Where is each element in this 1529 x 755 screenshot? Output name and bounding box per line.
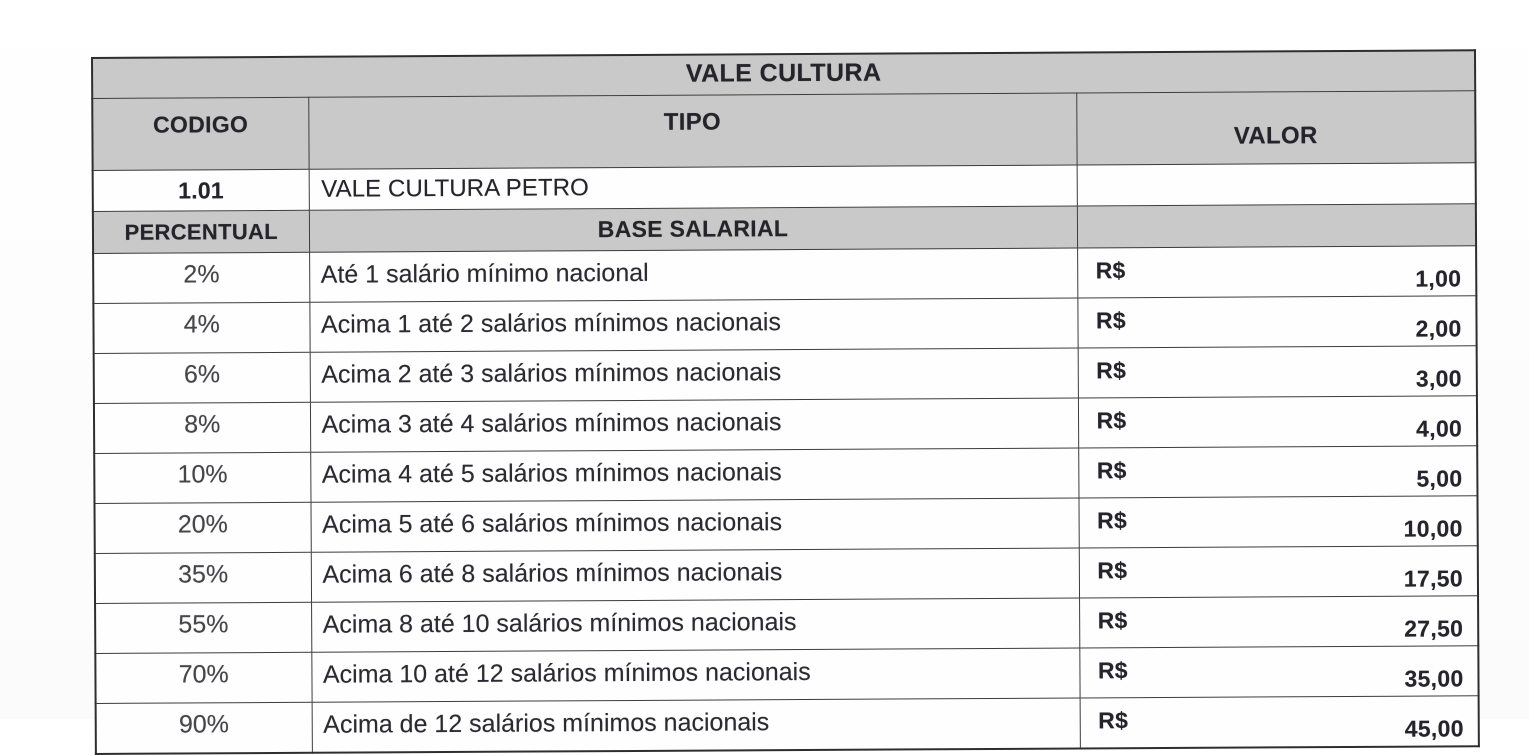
row-amount: 27,50 (1404, 615, 1464, 642)
column-header-valor: VALOR (1076, 90, 1476, 165)
row-percentual: 90% (95, 702, 312, 754)
currency-symbol: R$ (1097, 607, 1128, 634)
vale-cultura-table-container: VALE CULTURA CODIGO TIPO VALOR 1.01 VALE… (91, 49, 1480, 755)
row-amount: 2,00 (1415, 315, 1462, 342)
row-amount: 4,00 (1416, 415, 1463, 442)
row-base-salarial: Acima 1 até 2 salários mínimos nacionais (309, 297, 1078, 353)
row-amount: 3,00 (1415, 365, 1462, 392)
row-base-salarial: Acima 8 até 10 salários mínimos nacionai… (311, 597, 1080, 653)
table-row: 35% Acima 6 até 8 salários mínimos nacio… (94, 545, 1479, 604)
currency-symbol: R$ (1096, 357, 1127, 384)
currency-symbol: R$ (1095, 257, 1126, 284)
row-amount: 17,50 (1403, 565, 1464, 592)
row-valor: R$ 45,00 (1079, 695, 1479, 749)
table-header-row: CODIGO TIPO VALOR (92, 90, 1476, 171)
row-amount: 10,00 (1403, 515, 1463, 542)
row-valor: R$ 1,00 (1077, 245, 1477, 298)
row-valor: R$ 5,00 (1078, 445, 1478, 498)
row-amount: 45,00 (1404, 715, 1464, 742)
row-base-salarial: Acima 5 até 6 salários mínimos nacionais (310, 497, 1079, 553)
table-row: 10% Acima 4 até 5 salários mínimos nacio… (94, 445, 1478, 504)
row-amount: 35,00 (1404, 665, 1464, 692)
row-percentual: 6% (93, 352, 310, 404)
column-header-codigo: CODIGO (92, 97, 309, 171)
currency-symbol: R$ (1098, 707, 1129, 734)
item-tipo: VALE CULTURA PETRO (308, 164, 1077, 211)
row-base-salarial: Acima de 12 salários mínimos nacionais (311, 697, 1080, 753)
row-base-salarial: Acima 2 até 3 salários mínimos nacionais (309, 347, 1078, 403)
currency-symbol: R$ (1096, 457, 1127, 484)
row-amount: 5,00 (1416, 465, 1463, 492)
row-valor: R$ 17,50 (1078, 545, 1479, 598)
row-base-salarial: Acima 3 até 4 salários mínimos nacionais (309, 397, 1079, 453)
row-base-salarial: Acima 6 até 8 salários mínimos nacionais (310, 547, 1080, 603)
row-percentual: 2% (93, 252, 310, 304)
row-percentual: 55% (95, 602, 312, 654)
table-row: 90% Acima de 12 salários mínimos naciona… (95, 695, 1479, 754)
table-row: 20% Acima 5 até 6 salários mínimos nacio… (94, 495, 1478, 554)
row-valor: R$ 35,00 (1079, 645, 1479, 698)
currency-symbol: R$ (1096, 407, 1127, 434)
subheader-valor (1076, 203, 1477, 248)
item-valor (1076, 162, 1476, 206)
row-valor: R$ 27,50 (1079, 595, 1479, 648)
table-row: 6% Acima 2 até 3 salários mínimos nacion… (93, 345, 1477, 404)
row-percentual: 70% (95, 652, 312, 704)
table-body: VALE CULTURA CODIGO TIPO VALOR 1.01 VALE… (92, 50, 1479, 754)
row-valor: R$ 3,00 (1077, 345, 1477, 398)
row-base-salarial: Até 1 salário mínimo nacional (309, 247, 1078, 303)
row-amount: 1,00 (1415, 265, 1462, 292)
currency-symbol: R$ (1097, 507, 1127, 534)
subheader-percentual: PERCENTUAL (92, 210, 310, 254)
column-header-tipo: TIPO (308, 92, 1077, 170)
subheader-base-salarial: BASE SALARIAL (308, 205, 1078, 253)
table-row: 2% Até 1 salário mínimo nacional R$ 1,00 (93, 245, 1477, 304)
vale-cultura-table: VALE CULTURA CODIGO TIPO VALOR 1.01 VALE… (91, 49, 1480, 755)
row-base-salarial: Acima 4 até 5 salários mínimos nacionais (310, 447, 1079, 503)
row-percentual: 20% (94, 502, 311, 554)
row-percentual: 10% (94, 452, 311, 504)
currency-symbol: R$ (1097, 557, 1128, 584)
row-percentual: 4% (93, 302, 310, 354)
currency-symbol: R$ (1095, 307, 1126, 334)
row-base-salarial: Acima 10 até 12 salários mínimos naciona… (311, 647, 1080, 703)
row-percentual: 35% (94, 552, 312, 604)
table-row: 70% Acima 10 até 12 salários mínimos nac… (95, 645, 1479, 704)
row-valor: R$ 2,00 (1077, 295, 1477, 348)
row-percentual: 8% (93, 402, 311, 454)
row-valor: R$ 4,00 (1077, 395, 1478, 448)
table-row: 8% Acima 3 até 4 salários mínimos nacion… (93, 395, 1478, 454)
table-row: 55% Acima 8 até 10 salários mínimos naci… (95, 595, 1479, 654)
currency-symbol: R$ (1097, 657, 1128, 684)
table-row: 4% Acima 1 até 2 salários mínimos nacion… (93, 295, 1477, 354)
item-codigo: 1.01 (92, 169, 309, 212)
row-valor: R$ 10,00 (1078, 495, 1478, 548)
